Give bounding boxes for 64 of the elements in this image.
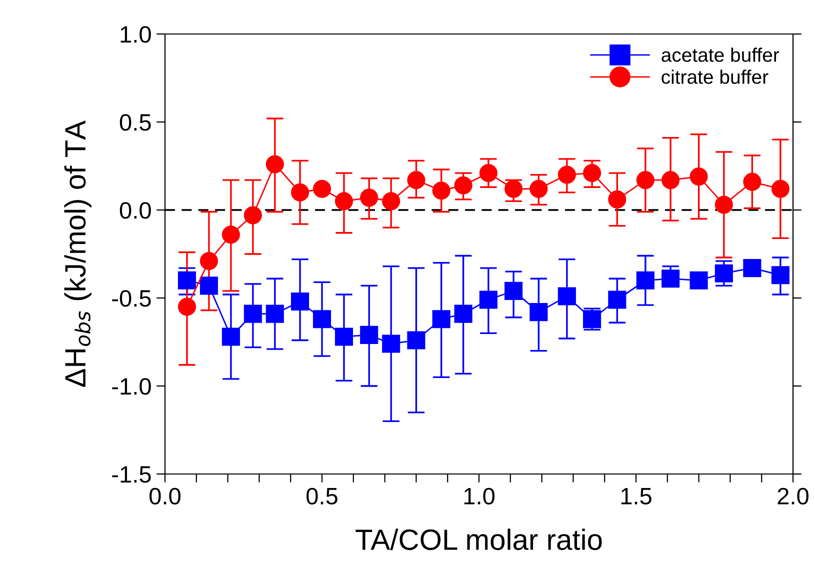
x-tick-label: 1.5 <box>621 488 652 505</box>
point <box>290 292 310 311</box>
point <box>743 259 762 278</box>
point <box>479 164 498 182</box>
point <box>636 171 654 190</box>
point <box>360 326 378 344</box>
point <box>662 171 680 190</box>
y-tick-label: 0.0 <box>120 202 151 219</box>
point <box>771 180 790 198</box>
point <box>312 310 332 328</box>
point <box>360 188 378 207</box>
point <box>178 298 196 316</box>
point <box>200 252 218 270</box>
point <box>558 166 576 184</box>
x-tick-label: 1.0 <box>464 488 494 505</box>
point <box>662 270 680 288</box>
point <box>714 264 733 282</box>
point <box>714 196 733 214</box>
x-tick-label: 0.5 <box>306 488 338 505</box>
point <box>382 192 400 210</box>
point <box>222 328 240 346</box>
point <box>266 304 284 323</box>
point <box>178 271 196 290</box>
y-tick-label: -1.0 <box>112 378 151 395</box>
point <box>266 155 284 174</box>
y-axis-title: ΔH$_{obs}$ (kJ/mol) of TA <box>64 120 92 387</box>
point <box>334 328 354 346</box>
point <box>432 310 450 328</box>
point <box>382 334 400 353</box>
point <box>454 176 472 194</box>
x-axis-title: TA/COL molar ratio <box>356 528 602 550</box>
x-tick-label: 0.0 <box>150 488 180 505</box>
point <box>771 266 790 284</box>
legend-label: citrate buffer <box>662 70 768 84</box>
y-tick-label: -1.5 <box>112 466 151 483</box>
point <box>200 276 218 295</box>
point <box>530 303 548 322</box>
point <box>583 164 602 182</box>
point <box>312 180 332 198</box>
point <box>407 331 426 350</box>
point <box>558 287 576 306</box>
point <box>608 190 626 208</box>
point <box>690 168 708 186</box>
point <box>504 282 523 300</box>
point <box>479 290 498 309</box>
point <box>244 304 262 323</box>
point <box>334 192 354 210</box>
point <box>407 171 426 190</box>
point <box>690 271 708 290</box>
y-tick-label: -0.5 <box>112 290 151 307</box>
point <box>504 180 523 198</box>
point <box>222 226 240 244</box>
point <box>636 271 654 290</box>
y-tick-label: 0.5 <box>120 114 151 131</box>
point <box>530 180 548 198</box>
x-tick-label: 2.0 <box>778 488 808 505</box>
y-tick-label: 1.0 <box>120 26 151 43</box>
legend-label: acetate buffer <box>662 48 780 62</box>
point <box>244 206 262 224</box>
point <box>290 183 310 202</box>
point <box>454 304 472 323</box>
point <box>743 172 762 191</box>
point <box>432 182 450 200</box>
point <box>608 290 626 309</box>
